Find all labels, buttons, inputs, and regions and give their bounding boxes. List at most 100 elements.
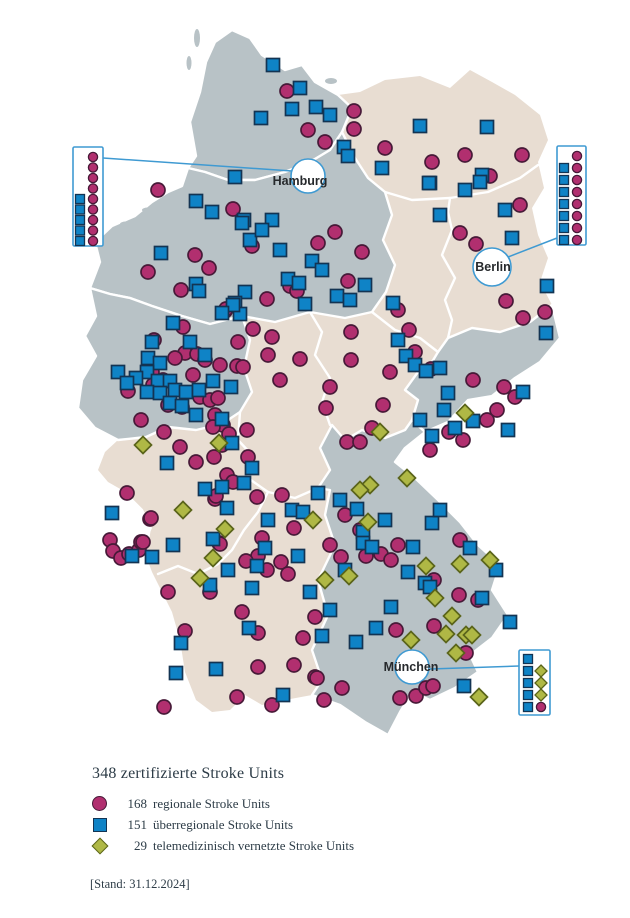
ueberregional-stroke-unit-marker xyxy=(254,222,270,238)
ueberregional-stroke-unit-marker xyxy=(214,305,230,321)
ueberregional-stroke-unit-marker xyxy=(497,202,513,218)
regional-stroke-unit-marker xyxy=(87,162,99,173)
ueberregional-stroke-unit-marker xyxy=(348,634,364,650)
telemedizin-stroke-unit-marker xyxy=(203,548,223,568)
regional-stroke-unit-marker xyxy=(234,604,250,620)
regional-stroke-unit-marker xyxy=(87,183,99,194)
ueberregional-stroke-unit-marker xyxy=(383,599,399,615)
regional-stroke-unit-marker xyxy=(571,162,583,174)
telemedizin-stroke-unit-marker xyxy=(370,422,390,442)
ueberregional-stroke-unit-marker xyxy=(424,515,440,531)
regional-stroke-unit-marker xyxy=(343,324,359,340)
regional-stroke-unit-marker xyxy=(156,424,172,440)
telemedizin-stroke-unit-marker xyxy=(462,625,482,645)
ueberregional-stroke-unit-marker xyxy=(302,584,318,600)
telemedizin-unit-icon xyxy=(91,837,108,854)
callout-boxes xyxy=(72,145,587,716)
ueberregional-stroke-unit-marker xyxy=(291,275,307,291)
regional-stroke-unit-marker xyxy=(295,630,311,646)
legend-count: 168 xyxy=(127,795,148,811)
regional-stroke-unit-marker xyxy=(339,434,355,450)
regional-stroke-unit-marker xyxy=(479,412,495,428)
ueberregional-stroke-unit-marker xyxy=(522,653,534,665)
regional-stroke-unit-marker xyxy=(346,121,362,137)
regional-stroke-unit-marker xyxy=(512,197,528,213)
city-circle-hamburg xyxy=(290,158,326,194)
regional-stroke-unit-marker xyxy=(489,402,505,418)
regional-stroke-unit-marker xyxy=(87,214,99,226)
regional-stroke-unit-marker xyxy=(249,489,265,505)
regional-stroke-unit-marker xyxy=(571,198,583,210)
ueberregional-stroke-unit-marker xyxy=(214,411,230,427)
regional-stroke-unit-marker xyxy=(273,554,289,570)
ueberregional-stroke-unit-marker xyxy=(515,384,531,400)
regional-stroke-unit-marker xyxy=(383,552,399,568)
regional-stroke-unit-marker xyxy=(317,134,333,150)
ueberregional-stroke-unit-marker xyxy=(332,492,348,508)
regional-stroke-unit-marker xyxy=(354,244,370,260)
regional-stroke-unit-marker xyxy=(201,260,217,276)
ueberregional-stroke-unit-marker xyxy=(153,245,169,261)
legend-label: regionale Stroke Units xyxy=(153,795,270,811)
ueberregional-stroke-unit-marker xyxy=(139,384,155,400)
regional-stroke-unit-marker xyxy=(322,537,338,553)
regional-stroke-unit-marker xyxy=(292,351,308,367)
legend-row-ueberregional: 151 überregionale Stroke Units xyxy=(92,814,354,835)
ueberregional-stroke-unit-marker xyxy=(290,548,306,564)
ueberregional-stroke-unit-marker xyxy=(500,422,516,438)
ueberregional-stroke-unit-marker xyxy=(110,364,126,380)
telemedizin-stroke-unit-marker xyxy=(215,519,235,539)
regional-stroke-unit-marker xyxy=(87,235,99,247)
regional-stroke-unit-marker xyxy=(455,432,471,448)
telemedizin-stroke-unit-marker xyxy=(133,435,153,455)
ueberregional-stroke-unit-marker xyxy=(400,564,416,580)
ueberregional-stroke-unit-marker xyxy=(253,110,269,126)
regional-stroke-unit-marker xyxy=(535,701,547,713)
ueberregional-stroke-unit-marker xyxy=(432,502,448,518)
ueberregional-stroke-unit-marker xyxy=(405,539,421,555)
regional-stroke-unit-marker xyxy=(239,422,255,438)
regional-stroke-unit-marker xyxy=(424,154,440,170)
regional-stroke-unit-marker xyxy=(352,434,368,450)
regional-stroke-unit-marker xyxy=(537,304,553,320)
regional-stroke-unit-marker xyxy=(571,234,583,246)
regional-stroke-unit-marker xyxy=(87,193,99,205)
regional-stroke-unit-marker xyxy=(452,225,468,241)
legend-row-regional: 168 regionale Stroke Units xyxy=(92,793,354,814)
regional-stroke-unit-marker xyxy=(272,372,288,388)
legend-label: telemedizinisch vernetzte Stroke Units xyxy=(153,837,355,853)
ueberregional-stroke-unit-marker xyxy=(234,215,250,231)
ueberregional-stroke-unit-marker xyxy=(340,148,356,164)
regional-stroke-unit-marker xyxy=(245,321,261,337)
regional-stroke-unit-marker xyxy=(173,282,189,298)
regional-stroke-unit-marker xyxy=(571,210,583,222)
regional-stroke-unit-marker xyxy=(264,329,280,345)
regional-stroke-unit-marker xyxy=(571,222,583,234)
ueberregional-stroke-unit-marker xyxy=(424,428,440,444)
telemedizin-stroke-unit-marker xyxy=(455,403,475,423)
ueberregional-stroke-unit-marker xyxy=(502,614,518,630)
ueberregional-stroke-unit-marker xyxy=(329,288,345,304)
regional-stroke-unit-marker xyxy=(133,412,149,428)
connector-line-berlin xyxy=(507,237,558,258)
regional-stroke-unit-marker xyxy=(310,235,326,251)
ueberregional-stroke-unit-marker xyxy=(504,230,520,246)
ueberregional-stroke-unit-marker xyxy=(249,558,265,574)
regional-stroke-unit-marker xyxy=(260,347,276,363)
legend-count: 151 xyxy=(127,816,148,832)
regional-stroke-unit-marker xyxy=(340,273,356,289)
telemedizin-stroke-unit-marker xyxy=(303,510,323,530)
regional-stroke-unit-marker xyxy=(140,264,156,280)
regional-stroke-unit-marker xyxy=(143,510,159,526)
regional-stroke-unit-marker xyxy=(316,692,332,708)
regional-stroke-unit-marker xyxy=(322,379,338,395)
ueberregional-stroke-unit-marker xyxy=(74,235,86,247)
regional-stroke-unit-marker xyxy=(87,151,99,163)
telemedizin-stroke-unit-marker xyxy=(436,624,456,644)
regional-stroke-unit-marker xyxy=(167,350,183,366)
telemedizin-stroke-unit-marker xyxy=(358,512,378,532)
callout-connector-lines xyxy=(102,157,558,670)
ueberregional-stroke-unit-marker xyxy=(538,325,554,341)
ueberregional-stroke-unit-marker xyxy=(236,475,252,491)
regional-stroke-unit-marker xyxy=(280,566,296,582)
